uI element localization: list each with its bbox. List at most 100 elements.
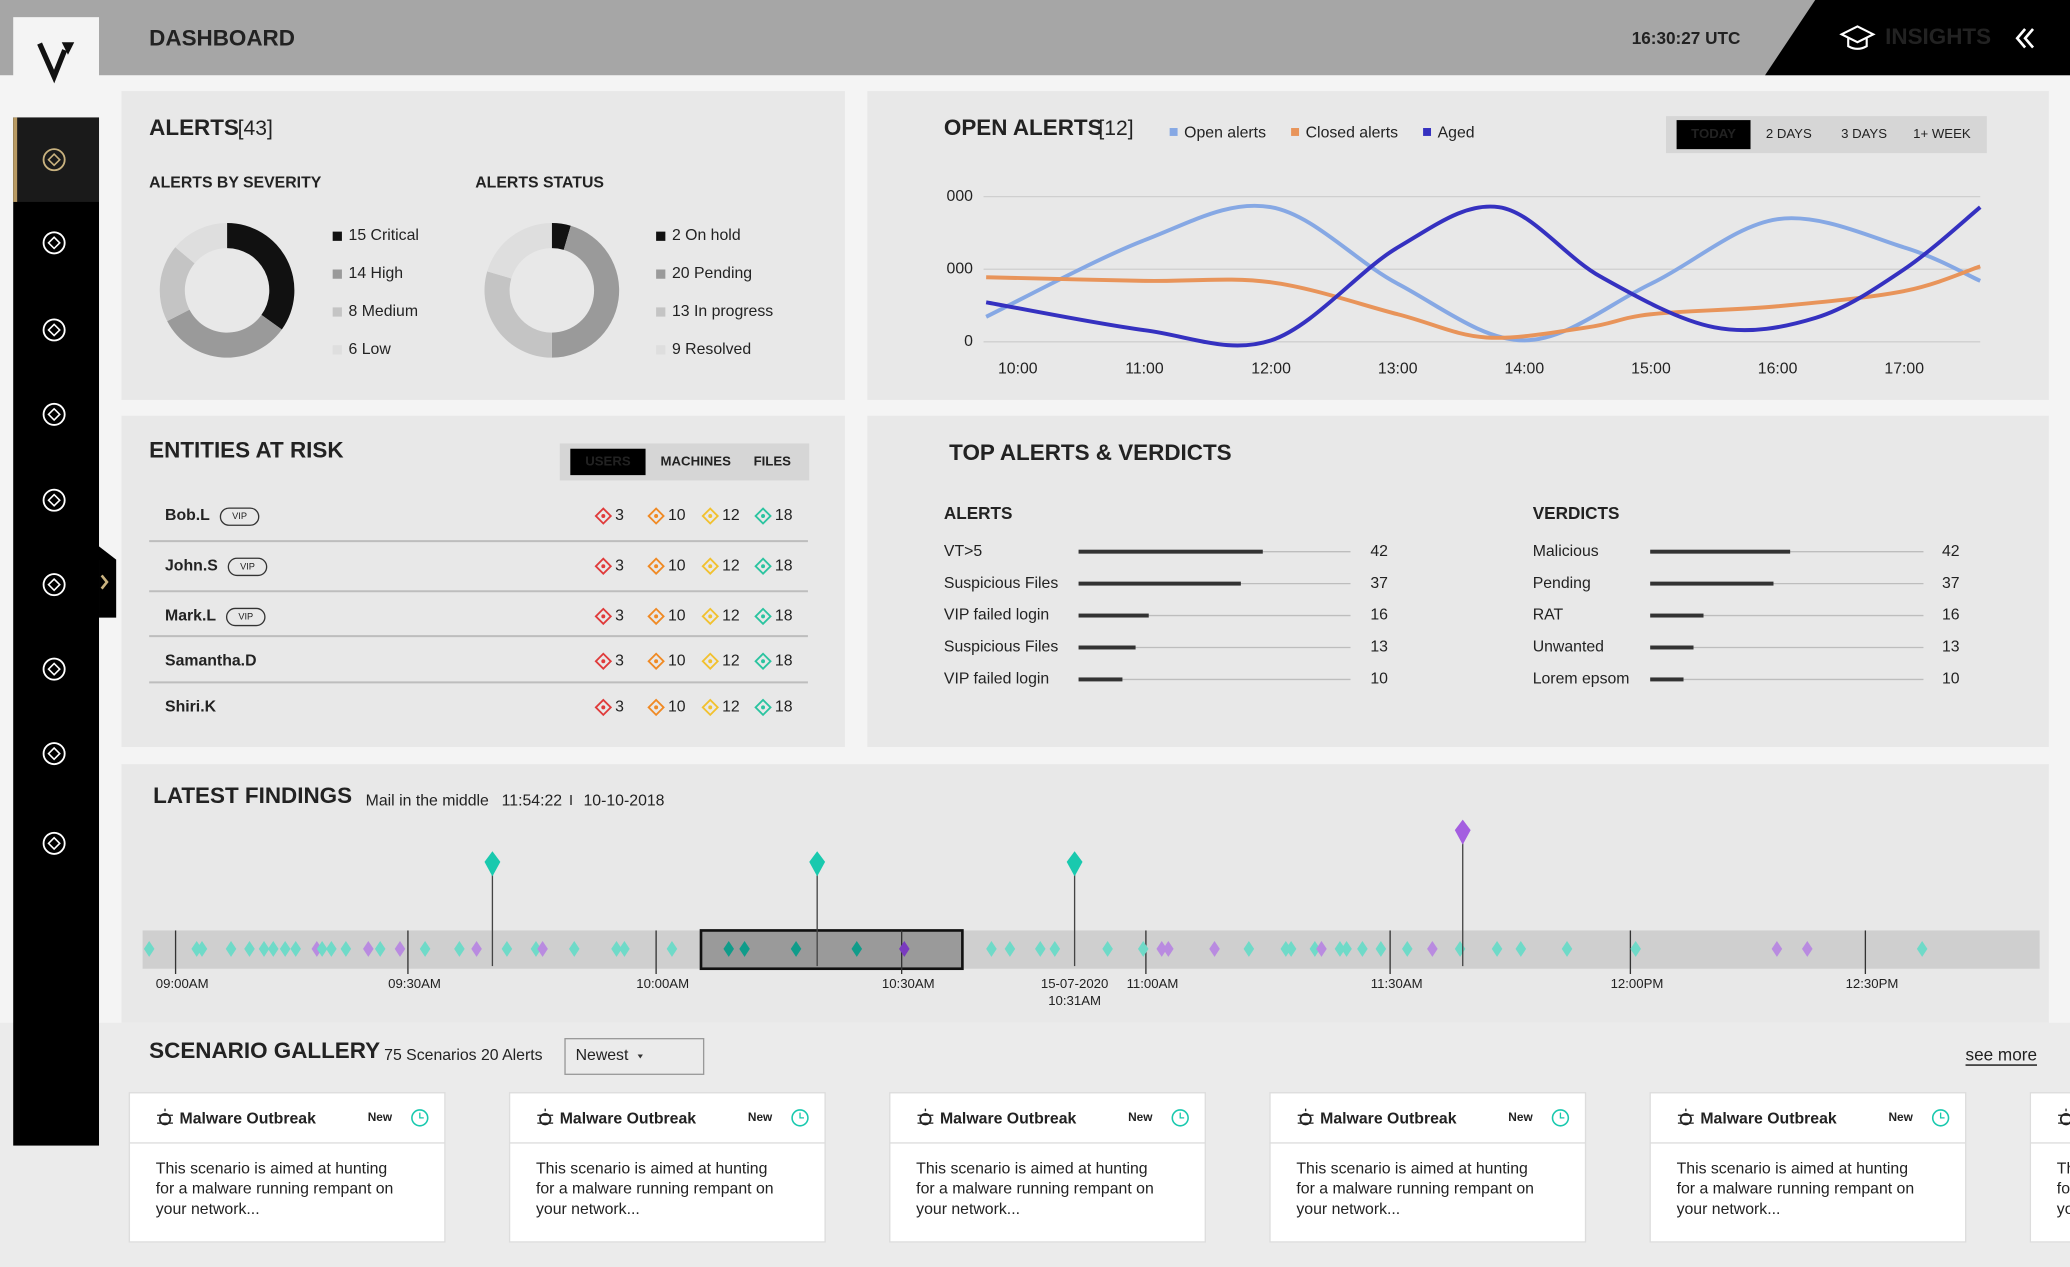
entity-tab[interactable]: MACHINES xyxy=(661,453,732,468)
finding-marker[interactable] xyxy=(454,941,465,957)
finding-marker[interactable] xyxy=(143,941,155,957)
finding-marker[interactable] xyxy=(1427,941,1438,957)
finding-marker[interactable] xyxy=(611,941,622,957)
finding-marker[interactable] xyxy=(258,941,270,957)
card-text: for a malware running rempant on xyxy=(2057,1181,2070,1198)
finding-marker[interactable] xyxy=(1137,941,1149,957)
finding-marker[interactable] xyxy=(279,941,291,957)
finding-marker[interactable] xyxy=(666,941,678,957)
finding-marker[interactable] xyxy=(1243,941,1255,957)
timeline-label: 12:00PM xyxy=(1611,976,1664,991)
finding-pin[interactable] xyxy=(809,851,826,877)
finding-marker[interactable] xyxy=(1334,941,1346,957)
finding-marker[interactable] xyxy=(244,941,255,957)
bar-label: VIP failed login xyxy=(944,607,1049,624)
selected-date: 15-07-2020 xyxy=(1041,976,1108,991)
finding-marker[interactable] xyxy=(1049,941,1061,957)
nav-icon[interactable] xyxy=(42,573,66,597)
risk-count: 3 xyxy=(615,507,624,524)
sort-dropdown[interactable] xyxy=(564,1038,705,1075)
finding-marker[interactable] xyxy=(790,941,802,957)
finding-marker[interactable] xyxy=(1916,941,1928,957)
risk-icon xyxy=(594,607,613,626)
finding-marker[interactable] xyxy=(1004,941,1016,957)
see-more-link[interactable]: see more xyxy=(1966,1044,2037,1064)
nav-icon[interactable] xyxy=(42,318,66,342)
finding-marker[interactable] xyxy=(530,941,542,957)
card-text: for a malware running rempant on xyxy=(156,1181,394,1198)
range-tab[interactable]: 1+ WEEK xyxy=(1913,126,1971,141)
finding-marker[interactable] xyxy=(394,941,406,957)
finding-marker[interactable] xyxy=(1515,941,1527,957)
nav-icon[interactable] xyxy=(42,402,66,426)
finding-marker[interactable] xyxy=(267,941,279,957)
entity-name[interactable]: Samantha.D xyxy=(165,652,256,669)
finding-marker[interactable] xyxy=(1402,941,1413,957)
entity-tab-active[interactable] xyxy=(570,448,646,476)
nav-icon-detail xyxy=(47,323,61,337)
finding-pin[interactable] xyxy=(1066,851,1083,877)
legend-value: 6 xyxy=(349,341,358,358)
finding-marker[interactable] xyxy=(1035,941,1046,957)
risk-dot xyxy=(761,614,766,619)
finding-marker[interactable] xyxy=(501,941,513,957)
finding-marker[interactable] xyxy=(1491,941,1503,957)
finding-marker[interactable] xyxy=(537,941,548,957)
range-tab[interactable]: 2 DAYS xyxy=(1766,126,1812,141)
finding-marker[interactable] xyxy=(1771,941,1783,957)
finding-marker[interactable] xyxy=(986,941,997,957)
nav-icon[interactable] xyxy=(42,148,66,172)
finding-marker[interactable] xyxy=(568,941,580,957)
finding-marker[interactable] xyxy=(326,941,337,957)
entity-tab[interactable]: USERS xyxy=(585,453,631,468)
finding-marker[interactable] xyxy=(196,941,208,957)
entity-name[interactable]: Shiri.K xyxy=(165,699,217,716)
nav-icon[interactable] xyxy=(42,657,66,681)
sort-value[interactable]: Newest xyxy=(576,1047,629,1064)
range-tab-active[interactable] xyxy=(1676,120,1751,150)
range-tab[interactable]: TODAY xyxy=(1691,126,1736,141)
logo-box[interactable] xyxy=(13,17,100,102)
nav-icon-shape xyxy=(42,831,66,855)
nav-icon[interactable] xyxy=(42,742,66,766)
finding-marker[interactable] xyxy=(374,941,386,957)
finding-marker[interactable] xyxy=(723,941,735,957)
finding-marker[interactable] xyxy=(1316,941,1327,957)
nav-icon[interactable] xyxy=(42,831,66,855)
finding-marker[interactable] xyxy=(316,941,328,957)
entity-name[interactable]: Mark.L xyxy=(165,608,216,625)
finding-marker[interactable] xyxy=(340,941,352,957)
finding-marker[interactable] xyxy=(739,941,750,957)
finding-marker[interactable] xyxy=(1156,941,1168,957)
finding-marker[interactable] xyxy=(1209,941,1220,957)
insights-title[interactable]: INSIGHTS xyxy=(1885,24,1991,49)
finding-marker[interactable] xyxy=(1561,941,1573,957)
finding-marker[interactable] xyxy=(851,941,863,957)
legend-entry: 8 Medium xyxy=(349,303,419,320)
finding-marker[interactable] xyxy=(471,941,482,957)
finding-marker[interactable] xyxy=(619,941,630,957)
nav-icon[interactable] xyxy=(42,488,66,512)
finding-marker[interactable] xyxy=(1630,941,1641,957)
finding-pin[interactable] xyxy=(1454,819,1471,845)
legend-label: Low xyxy=(362,341,392,358)
entity-name[interactable]: Bob.L xyxy=(165,507,210,524)
entity-tab[interactable]: FILES xyxy=(754,453,792,468)
entity-name[interactable]: John.S xyxy=(165,557,218,574)
finding-pin[interactable] xyxy=(484,851,501,877)
finding-marker[interactable] xyxy=(899,941,910,957)
range-tab[interactable]: 3 DAYS xyxy=(1841,126,1887,141)
legend-value: 14 xyxy=(349,265,367,282)
finding-marker[interactable] xyxy=(1309,941,1321,957)
collapse-icon[interactable] xyxy=(2015,28,2035,49)
finding-marker[interactable] xyxy=(1285,941,1297,957)
nav-icon[interactable] xyxy=(42,231,66,255)
finding-marker[interactable] xyxy=(225,941,237,957)
